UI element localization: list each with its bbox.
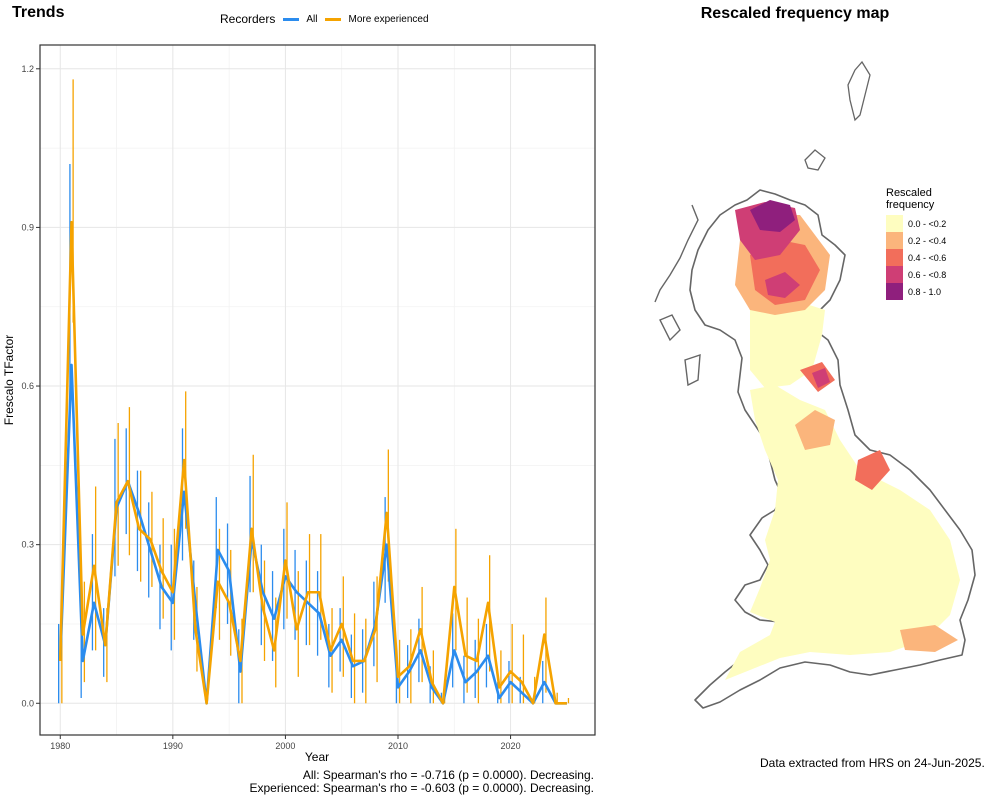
- freq-band-1-mid: [795, 410, 835, 450]
- outer-hebrides: [654, 204, 699, 303]
- legend-swatch-all: [283, 17, 300, 21]
- x-tick-label: 1990: [163, 741, 183, 751]
- legend-title: Recorders: [220, 12, 276, 26]
- x-tick-label: 2020: [501, 741, 521, 751]
- map-legend: Rescaled frequency 0.0 - <0.2 0.2 - <0.4…: [886, 187, 946, 300]
- series-line-experienced: [58, 220, 567, 705]
- legend-swatch-experienced: [325, 17, 342, 21]
- legend-color-box: [886, 215, 903, 232]
- freq-band-4: [750, 200, 795, 232]
- map-legend-item: 0.8 - 1.0: [886, 283, 946, 300]
- y-axis-label: Frescalo TFactor: [2, 335, 16, 425]
- legend-item-label: 0.6 - <0.8: [908, 269, 947, 280]
- trends-chart: 1980 1990 2000 2010 2020 0.0 0.3 0.6 0.9 1.2 Year…: [2, 44, 596, 764]
- island-clyde: [684, 354, 701, 387]
- plot-border: [39, 44, 596, 736]
- grid: [40, 45, 595, 735]
- freq-band-3-mid2: [812, 368, 830, 388]
- y-tick-label: 0.0: [21, 698, 34, 708]
- freq-band-3-mid: [765, 272, 800, 298]
- axis-ticks: 1980 1990 2000 2010 2020 0.0 0.3 0.6 0.9 1.2: [21, 64, 520, 751]
- map-legend-item: 0.4 - <0.6: [886, 249, 946, 266]
- map-legend-item: 0.6 - <0.8: [886, 266, 946, 283]
- legend-label-all: All: [306, 13, 318, 25]
- y-tick-label: 0.6: [21, 381, 34, 391]
- series-line-all: [58, 363, 567, 705]
- shetland: [847, 60, 871, 122]
- island-west: [659, 314, 681, 342]
- trends-legend: Recorders All More experienced: [220, 12, 429, 26]
- legend-item-label: 0.0 - <0.2: [908, 218, 947, 229]
- frequency-map: [654, 60, 976, 709]
- x-tick-label: 2000: [275, 741, 295, 751]
- x-axis-label: Year: [305, 750, 329, 764]
- map-legend-item: 0.0 - <0.2: [886, 215, 946, 232]
- legend-color-box: [886, 283, 903, 300]
- data-source-note: Data extracted from HRS on 24-Jun-2025.: [760, 756, 985, 770]
- stats-all: All: Spearman's rho = -0.716 (p = 0.0000…: [302, 768, 594, 782]
- x-tick-label: 1980: [50, 741, 70, 751]
- map-legend-title-1: Rescaled: [886, 187, 932, 199]
- y-tick-label: 0.3: [21, 540, 34, 550]
- legend-color-box: [886, 266, 903, 283]
- legend-label-experienced: More experienced: [348, 13, 429, 25]
- y-tick-label: 1.2: [21, 64, 34, 74]
- freq-band-0-north: [750, 298, 825, 388]
- freq-band-0: [725, 385, 960, 680]
- legend-item-label: 0.8 - 1.0: [908, 286, 942, 297]
- legend-color-box: [886, 249, 903, 266]
- legend-item-label: 0.4 - <0.6: [908, 252, 947, 263]
- frequency-cells: [725, 200, 960, 680]
- y-tick-label: 0.9: [21, 222, 34, 232]
- freq-band-1-south: [900, 625, 958, 652]
- trends-title: Trends: [12, 4, 65, 21]
- legend-color-box: [886, 232, 903, 249]
- x-tick-label: 2010: [388, 741, 408, 751]
- map-legend-item: 0.2 - <0.4: [886, 232, 946, 249]
- freq-band-2-mid: [855, 450, 890, 490]
- orkney: [804, 149, 826, 171]
- legend-item-label: 0.2 - <0.4: [908, 235, 947, 246]
- map-title: Rescaled frequency map: [700, 5, 890, 22]
- map-legend-title-2: frequency: [886, 199, 935, 211]
- stats-experienced: Experienced: Spearman's rho = -0.603 (p …: [249, 781, 595, 795]
- series-lines: [58, 220, 567, 705]
